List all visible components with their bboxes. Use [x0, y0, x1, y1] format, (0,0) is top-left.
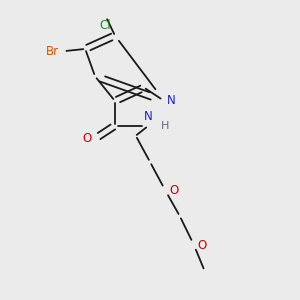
- Text: N: N: [144, 110, 153, 123]
- Text: Cl: Cl: [100, 19, 111, 32]
- Text: O: O: [169, 184, 178, 197]
- Text: O: O: [198, 238, 207, 252]
- Text: N: N: [167, 94, 176, 107]
- Text: Br: Br: [46, 45, 59, 58]
- Text: O: O: [83, 132, 92, 145]
- Text: H: H: [160, 121, 169, 130]
